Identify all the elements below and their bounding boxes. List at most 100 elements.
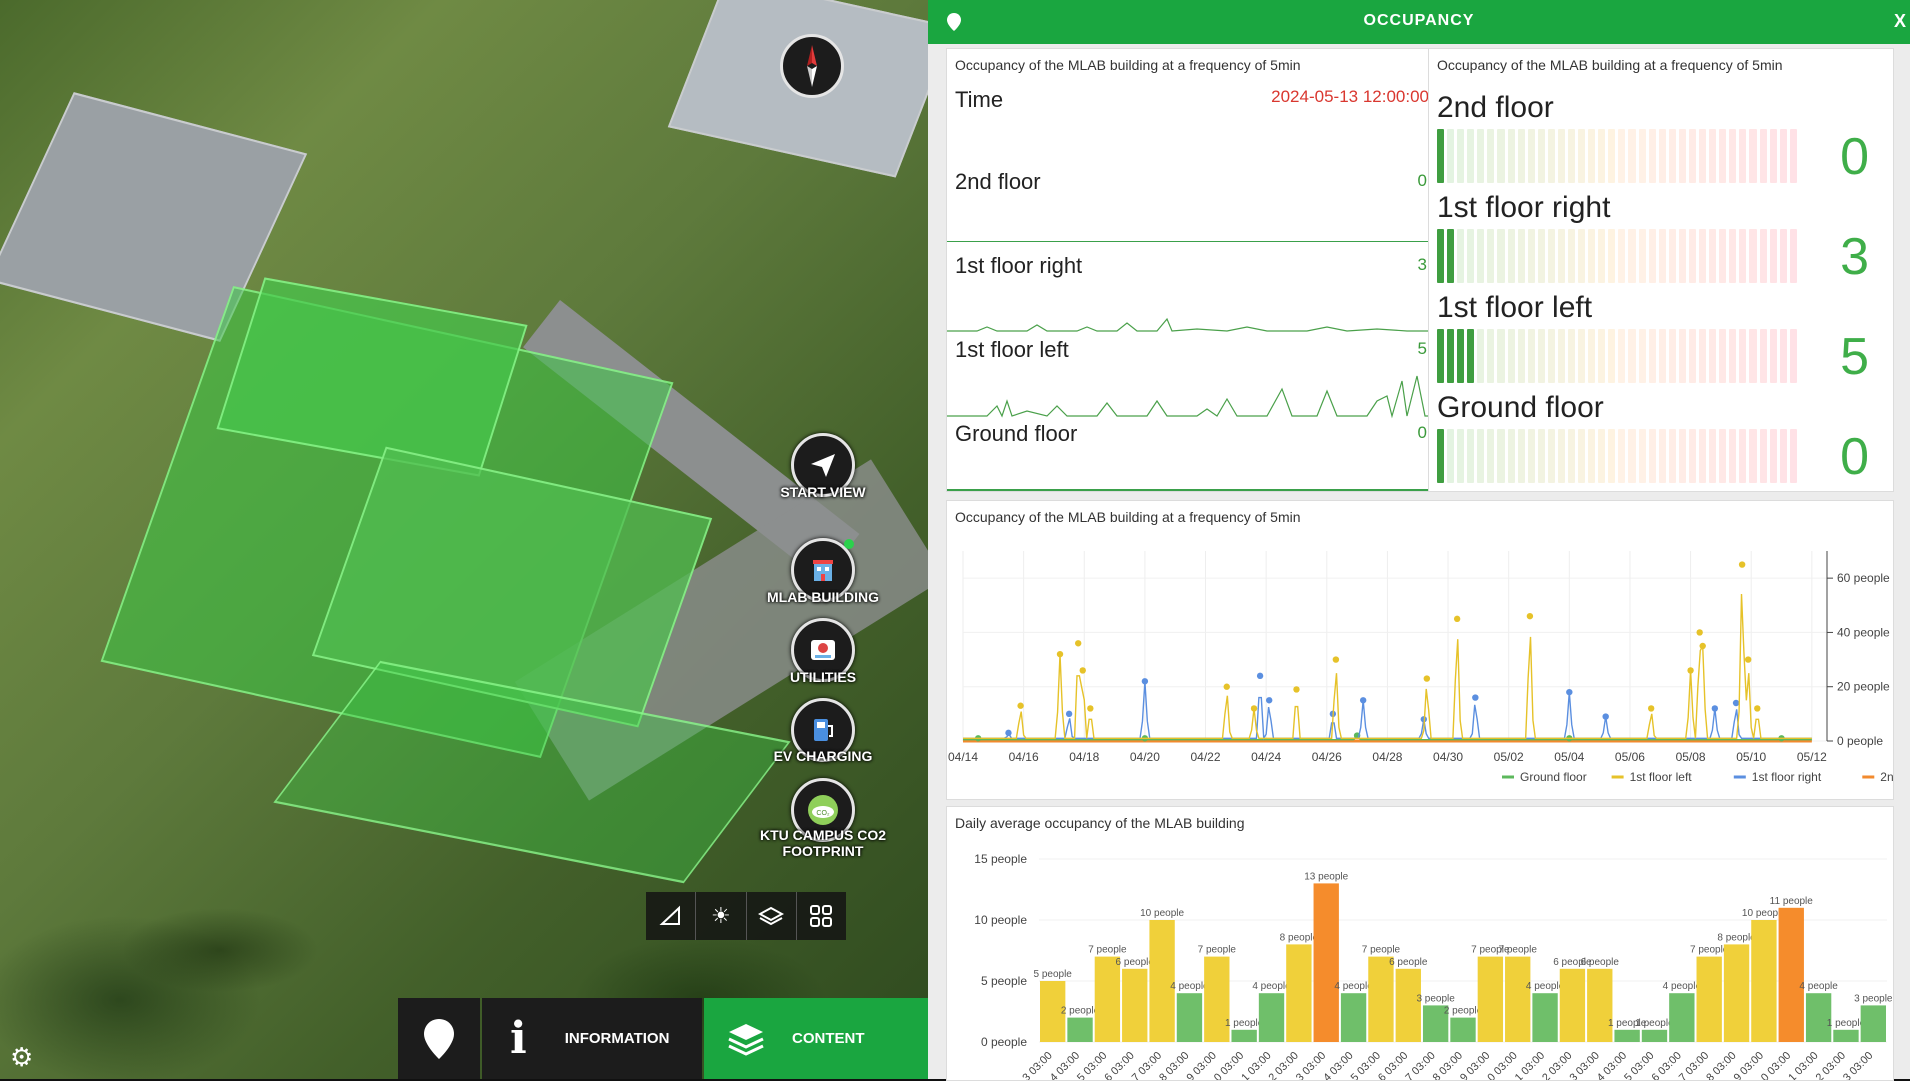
gauge-segment xyxy=(1638,129,1646,183)
map-view[interactable]: START VIEW MLAB BUILDING UTILITIES EV CH… xyxy=(0,0,928,1079)
mlab-building-label: MLAB BUILDING xyxy=(767,589,879,605)
series-point xyxy=(1332,656,1340,663)
sun-icon[interactable]: ☀ xyxy=(696,892,747,940)
co2-footprint-button[interactable]: CO₂ xyxy=(791,778,855,842)
card-title: Occupancy of the MLAB building at a freq… xyxy=(955,509,1301,525)
gauge-segment xyxy=(1789,329,1797,383)
info-icon: i xyxy=(510,1013,527,1064)
series-point xyxy=(1472,694,1479,701)
time-value: 2024-05-13 12:00:00 xyxy=(1271,87,1429,106)
utilities-button[interactable] xyxy=(791,618,855,682)
gauge-segment xyxy=(1447,129,1455,183)
bar xyxy=(1833,1029,1859,1042)
bar-value-label: 4 people xyxy=(1799,981,1838,992)
content-tab[interactable]: CONTENT xyxy=(704,998,928,1079)
row-value: 0 xyxy=(1417,423,1427,442)
bar xyxy=(1778,907,1804,1042)
sparkline-1st-floor-left xyxy=(947,375,1439,419)
series-point xyxy=(1265,697,1273,704)
utilities-label: UTILITIES xyxy=(789,669,857,685)
gauge-segment xyxy=(1467,129,1475,183)
gauge-segment xyxy=(1477,429,1485,483)
bar xyxy=(1532,993,1558,1042)
x-tick-label: 04/22 xyxy=(1191,750,1221,764)
bar xyxy=(1040,981,1066,1042)
gauge-segment xyxy=(1457,429,1465,483)
row-value: 3 xyxy=(1417,255,1427,274)
gauge-segment xyxy=(1618,229,1626,283)
x-tick-label: 04/26 xyxy=(1312,750,1342,764)
grid-icon[interactable] xyxy=(797,892,846,940)
gauge-segment xyxy=(1527,329,1535,383)
bar xyxy=(1122,968,1148,1042)
information-tab[interactable]: i INFORMATION xyxy=(482,998,702,1079)
gauge-segment xyxy=(1678,429,1686,483)
series-point xyxy=(1687,667,1694,674)
bar-value-label: 1 people xyxy=(1608,1018,1647,1029)
location-tab[interactable] xyxy=(398,998,480,1079)
bar-value-label: 7 people xyxy=(1499,945,1538,956)
x-tick-label: 05/12 xyxy=(1797,750,1827,764)
gauge-segment xyxy=(1527,229,1535,283)
bar-value-label: 10 people xyxy=(1140,908,1184,919)
bar-value-label: 4 people xyxy=(1252,981,1291,992)
gear-icon[interactable]: ⚙ xyxy=(10,1042,34,1072)
bar-value-label: 4 people xyxy=(1663,981,1702,992)
gauge-segment xyxy=(1789,229,1797,283)
gauge-segment xyxy=(1688,129,1697,183)
bar xyxy=(1751,920,1777,1042)
bar xyxy=(1641,1029,1668,1042)
mlab-building-button[interactable] xyxy=(791,538,855,602)
series-point xyxy=(1065,710,1073,718)
measure-icon[interactable] xyxy=(646,892,697,940)
ev-charging-button[interactable] xyxy=(791,698,855,762)
gauge-segment xyxy=(1608,329,1616,383)
gauge-segment xyxy=(1699,429,1707,483)
gauge-segment xyxy=(1547,129,1555,183)
bar xyxy=(1231,1029,1257,1042)
card-title: Occupancy of the MLAB building at a freq… xyxy=(1437,57,1783,73)
compass-icon[interactable] xyxy=(780,34,844,98)
bar xyxy=(1067,1017,1093,1042)
series-line xyxy=(963,593,1812,739)
co2-badge: CO₂ xyxy=(816,810,830,817)
gauge-segment xyxy=(1467,429,1475,483)
gauge-segment xyxy=(1578,329,1586,383)
y-tick-label: 60 people xyxy=(1837,571,1890,585)
gauge-segment xyxy=(1497,329,1505,383)
gauge-segment xyxy=(1578,429,1586,483)
y-tick-label: 15 people xyxy=(974,852,1027,866)
gauge-segment xyxy=(1547,229,1555,283)
gauge-segment xyxy=(1507,429,1515,483)
bar xyxy=(1313,883,1339,1042)
card-title: Occupancy of the MLAB building at a freq… xyxy=(955,57,1301,73)
series-point xyxy=(1732,699,1740,707)
bar-value-label: 8 people xyxy=(1717,932,1756,943)
series-point xyxy=(1017,702,1024,709)
bar-value-label: 1 people xyxy=(1635,1018,1674,1029)
gauge-value: 3 xyxy=(1840,228,1869,286)
close-button[interactable]: X xyxy=(1893,11,1906,31)
series-point xyxy=(1005,729,1012,737)
gauge-segment xyxy=(1668,329,1676,383)
sparkline-baseline xyxy=(947,241,1439,242)
x-tick-label: 04/16 xyxy=(1009,750,1039,764)
row-value: 0 xyxy=(1417,171,1427,190)
gauge-segment xyxy=(1668,129,1676,183)
series-point xyxy=(1738,561,1746,568)
bar xyxy=(1696,956,1722,1042)
series-point xyxy=(1079,667,1086,674)
bar-value-label: 1 people xyxy=(1827,1018,1866,1029)
layers-icon[interactable] xyxy=(747,892,797,940)
gauge-segment xyxy=(1769,229,1777,283)
gauge-label: 1st floor right xyxy=(1437,191,1611,224)
x-tick-label: 05/10 xyxy=(1736,750,1766,764)
bar xyxy=(1176,993,1203,1042)
start-view-button[interactable] xyxy=(791,433,855,497)
gauge-segment xyxy=(1668,429,1676,483)
bar-value-label: 3 people xyxy=(1854,993,1893,1004)
bar-value-label: 4 people xyxy=(1170,981,1209,992)
series-point xyxy=(1526,612,1534,620)
gauge-segment xyxy=(1719,329,1727,383)
bar xyxy=(1477,956,1504,1042)
